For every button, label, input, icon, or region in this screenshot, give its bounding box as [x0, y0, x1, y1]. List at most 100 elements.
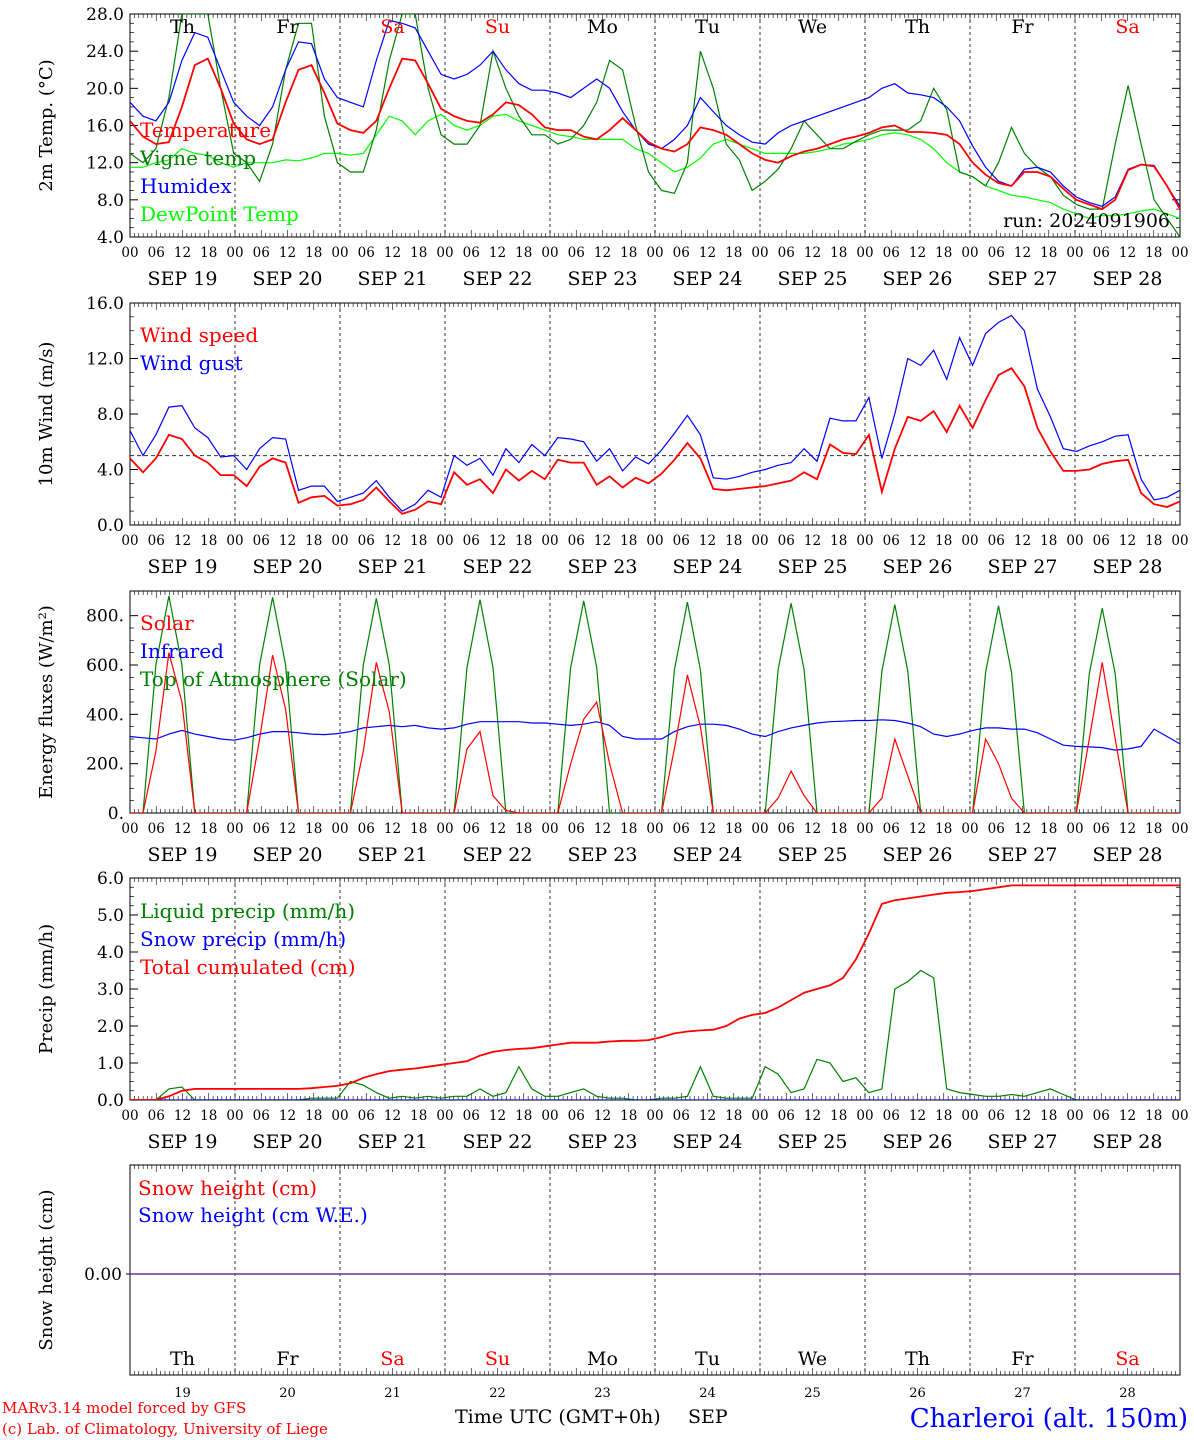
y-tick-label: 16.0: [86, 117, 124, 137]
hour-tick-label: 06: [1093, 821, 1110, 837]
hour-tick-label: 18: [1040, 1108, 1057, 1124]
hour-tick-label: 12: [384, 1108, 401, 1124]
hour-tick-label: 18: [830, 821, 847, 837]
date-label: SEP 24: [673, 844, 743, 866]
hour-tick-label: 12: [174, 821, 191, 837]
date-label: SEP 25: [778, 268, 848, 290]
hour-tick-label: 00: [1171, 1108, 1188, 1124]
hour-tick-label: 18: [200, 1108, 217, 1124]
y-tick-label: 8.0: [97, 405, 124, 425]
weekday-label: Mo: [587, 16, 618, 38]
weekday-label: Sa: [380, 16, 404, 38]
date-label: SEP 23: [568, 844, 638, 866]
date-label: SEP 20: [253, 844, 323, 866]
hour-tick-label: 00: [646, 821, 663, 837]
day-number-label: 25: [804, 1386, 821, 1401]
weekday-label: Tu: [695, 1348, 720, 1370]
hour-tick-label: 00: [961, 821, 978, 837]
date-label: SEP 23: [568, 556, 638, 578]
hour-tick-label: 12: [699, 1108, 716, 1124]
hour-tick-label: 12: [1014, 533, 1031, 549]
hour-tick-label: 12: [804, 533, 821, 549]
date-label: SEP 21: [358, 844, 428, 866]
date-label: SEP 27: [988, 556, 1058, 578]
legend-entry: Snow precip (mm/h): [140, 927, 346, 951]
hour-tick-label: 12: [279, 245, 296, 261]
hour-tick-label: 00: [436, 1108, 453, 1124]
hour-tick-label: 12: [174, 533, 191, 549]
hour-tick-label: 12: [909, 245, 926, 261]
hour-tick-label: 12: [174, 245, 191, 261]
date-label: SEP 27: [988, 268, 1058, 290]
date-label: SEP 28: [1093, 844, 1163, 866]
hour-tick-label: 06: [463, 821, 480, 837]
date-label: SEP 21: [358, 556, 428, 578]
y-tick-label: 600.: [86, 656, 124, 676]
hour-tick-label: 00: [1171, 245, 1188, 261]
y-tick-label: 4.0: [97, 228, 124, 248]
weekday-label: Su: [485, 1348, 510, 1370]
hour-tick-label: 12: [804, 821, 821, 837]
hour-tick-label: 12: [489, 533, 506, 549]
hour-tick-label: 00: [856, 245, 873, 261]
series-line-top-of-atmosphere-solar-: [130, 595, 1180, 813]
y-tick-label: 1.0: [97, 1054, 124, 1074]
date-label: SEP 19: [148, 268, 218, 290]
weekday-label: Th: [170, 16, 195, 38]
hour-tick-label: 00: [541, 245, 558, 261]
hour-tick-label: 12: [1014, 821, 1031, 837]
hour-tick-label: 00: [1066, 1108, 1083, 1124]
hour-tick-label: 00: [541, 1108, 558, 1124]
model-credit: MARv3.14 model forced by GFS: [2, 1399, 246, 1417]
legend-entry: Top of Atmosphere (Solar): [140, 667, 407, 691]
y-axis-title: Energy fluxes (W/m²): [36, 605, 57, 799]
hour-tick-label: 00: [856, 821, 873, 837]
hour-tick-label: 06: [778, 533, 795, 549]
weekday-label: Fr: [276, 16, 299, 38]
date-label: SEP 23: [568, 268, 638, 290]
hour-tick-label: 12: [699, 533, 716, 549]
hour-tick-label: 06: [883, 245, 900, 261]
hour-tick-label: 06: [148, 245, 165, 261]
legend-entry: Snow height (cm W.E.): [138, 1203, 368, 1227]
date-label: SEP 27: [988, 1131, 1058, 1153]
panel-1: 4.0 8.0 12.0 16.0 20.0 24.0 28.0 2m Temp. (°C) T…: [36, 5, 1189, 290]
legend-entry: DewPoint Temp: [140, 202, 299, 226]
hour-tick-label: 18: [830, 533, 847, 549]
hour-tick-label: 00: [961, 245, 978, 261]
hour-tick-label: 18: [935, 1108, 952, 1124]
hour-tick-label: 12: [909, 1108, 926, 1124]
hour-tick-label: 00: [646, 1108, 663, 1124]
hour-tick-label: 12: [594, 245, 611, 261]
hour-tick-label: 18: [305, 821, 322, 837]
hour-tick-label: 18: [935, 245, 952, 261]
hour-tick-label: 00: [226, 821, 243, 837]
weekday-label: Th: [905, 16, 930, 38]
date-label: SEP 26: [883, 268, 953, 290]
date-label: SEP 25: [778, 556, 848, 578]
hour-tick-label: 18: [935, 821, 952, 837]
legend-entry: Wind gust: [140, 351, 243, 375]
date-label: SEP 25: [778, 844, 848, 866]
date-label: SEP 24: [673, 268, 743, 290]
hour-tick-label: 00: [436, 533, 453, 549]
hour-tick-label: 00: [436, 245, 453, 261]
hour-tick-label: 06: [253, 1108, 270, 1124]
hour-tick-label: 18: [410, 533, 427, 549]
hour-tick-label: 18: [200, 821, 217, 837]
hour-tick-label: 06: [1093, 245, 1110, 261]
y-tick-label: 2.0: [97, 1017, 124, 1037]
date-label: SEP 20: [253, 268, 323, 290]
date-label: SEP 19: [148, 1131, 218, 1153]
x-axis-title: Time UTC (GMT+0h): [455, 1406, 661, 1428]
legend-entry: Infrared: [140, 639, 224, 663]
hour-tick-label: 18: [305, 1108, 322, 1124]
day-number-label: 24: [699, 1386, 716, 1401]
hour-tick-label: 18: [305, 245, 322, 261]
hour-tick-label: 12: [1014, 245, 1031, 261]
hour-tick-label: 00: [226, 1108, 243, 1124]
hour-tick-label: 06: [1093, 1108, 1110, 1124]
hour-tick-label: 06: [988, 533, 1005, 549]
y-tick-label: 0.0: [97, 516, 124, 536]
hour-tick-label: 12: [279, 533, 296, 549]
